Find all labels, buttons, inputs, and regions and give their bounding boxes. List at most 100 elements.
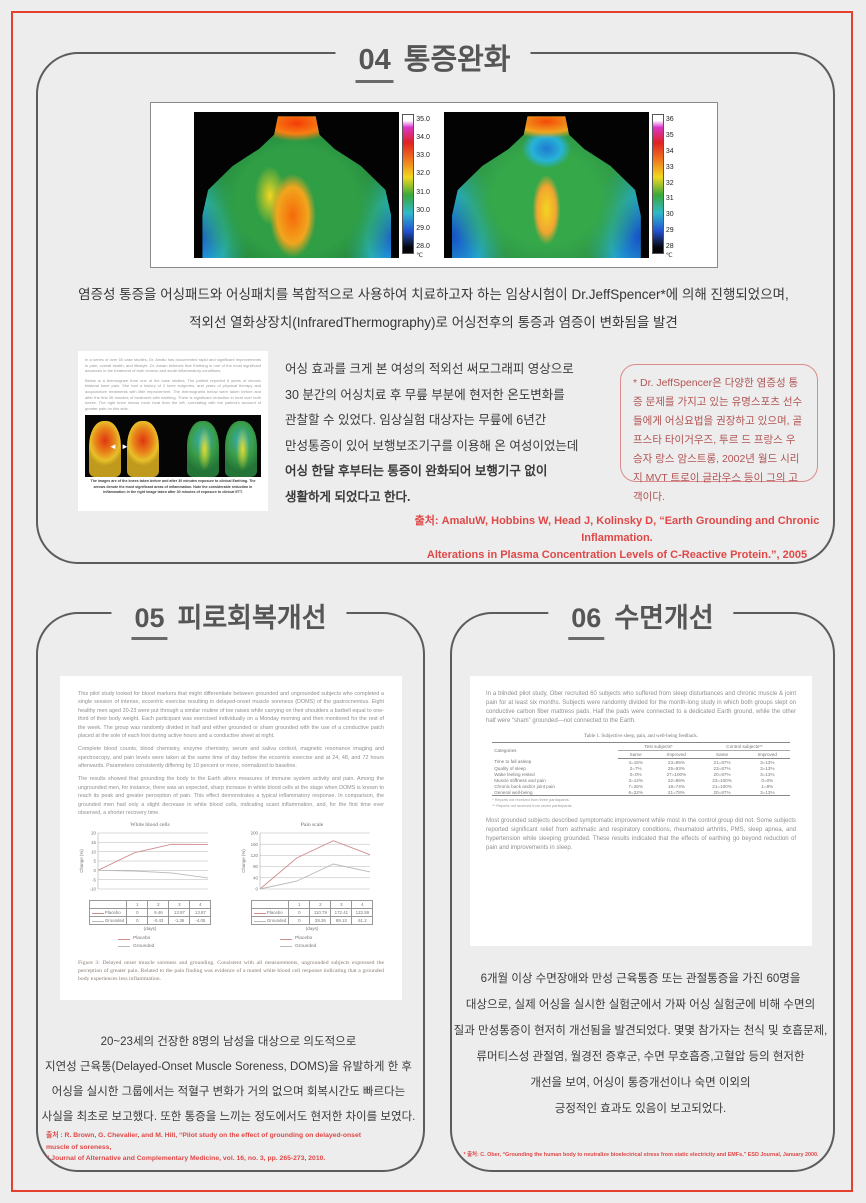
scale-tick-label: 30.0 bbox=[416, 206, 430, 214]
knee-before-right bbox=[127, 421, 159, 478]
section-fatigue-label: 피로회복개선 bbox=[177, 603, 327, 633]
svg-text:-10: -10 bbox=[90, 887, 97, 892]
summary-line: 개선을 보여, 어싱이 통증개선이나 숙면 이외의 bbox=[530, 1077, 751, 1089]
scale-unit-label: ℃ bbox=[665, 253, 673, 259]
svg-text:20: 20 bbox=[91, 831, 96, 836]
svg-text:Change (%): Change (%) bbox=[79, 849, 84, 873]
scale-tick-label: 35 bbox=[665, 131, 674, 139]
svg-text:200: 200 bbox=[251, 831, 259, 836]
fatigue-source-citation: 출처 : R. Brown, G. Chevalier, and M. Hill… bbox=[46, 1130, 386, 1165]
arrow-right-icon: ► bbox=[121, 442, 129, 452]
scale-tick-label: 35.0 bbox=[416, 116, 430, 123]
summary-line: 사실을 최초로 보고했다. 또한 통증을 느끼는 정도에서도 현저한 차이를 보… bbox=[41, 1111, 416, 1123]
pain-intro-paragraph: 염증성 통증을 어싱패드와 어싱패치를 복합적으로 사용하여 치료하고자 하는 … bbox=[36, 281, 831, 337]
citation-line: 출처 : R. Brown, G. Chevalier, and M. Hill… bbox=[46, 1132, 361, 1151]
section-pain-label: 통증완화 bbox=[403, 44, 511, 76]
doctor-note-box: * Dr. JeffSpencer은 다양한 염증성 통증 문제를 가지고 있는… bbox=[620, 364, 818, 503]
summary-line: 류머티스성 관절염, 월경전 증후군, 수면 무호흡증,고혈압 등의 현저한 bbox=[476, 1051, 805, 1063]
scale-tick-label: 31 bbox=[665, 195, 674, 203]
svg-text:40: 40 bbox=[253, 876, 258, 881]
doms-figure-caption: Figure 3: Delayed onset muscle soreness … bbox=[78, 959, 384, 983]
svg-text:0: 0 bbox=[256, 887, 259, 892]
sleep-feedback-table: Categories Test subjects* Control subjects… bbox=[486, 742, 796, 796]
doms-paper-paragraph: The results showed that grounding the bo… bbox=[78, 776, 384, 816]
doms-paper-text: This pilot study looked for blood marker… bbox=[78, 690, 384, 817]
summary-line: 질과 만성통증이 현저히 개선됨을 발견되었다. 몇몇 참가자는 천식 및 호흡… bbox=[453, 1025, 828, 1037]
sleep-paper-paragraph-top: In a blinded pilot study, Ober recruited… bbox=[486, 691, 796, 724]
thermography-figure: 35.0 34.0 33.0 32.0 31.0 30.0 29.0 28.0 ℃ 36 35 3… bbox=[150, 102, 718, 268]
scale-unit-label: ℃ bbox=[416, 253, 424, 259]
sleep-table-footnotes: * Reports not received from three partic… bbox=[492, 798, 790, 809]
case-text-line-bold: 생활하게 되었다고 한다. bbox=[285, 489, 411, 504]
scale-tick-label: 32 bbox=[665, 179, 674, 187]
thermal-scale-labels: 36 35 34 33 32 31 30 29 28 bbox=[666, 116, 674, 250]
intro-line: 염증성 통증을 어싱패드와 어싱패치를 복합적으로 사용하여 치료하고자 하는 … bbox=[78, 287, 789, 302]
case-text-line: 관찰할 수 있었다. 임상실험 대상자는 무릎에 6년간 bbox=[285, 413, 547, 427]
scale-tick-label: 36 bbox=[665, 116, 674, 123]
doms-paper-image: This pilot study looked for blood marker… bbox=[60, 676, 402, 1000]
case-doc-paragraphs: In a series of over 50 case studies, Dr.… bbox=[85, 357, 261, 411]
case-study-document: In a series of over 50 case studies, Dr.… bbox=[78, 351, 268, 511]
thermal-body-after bbox=[452, 116, 641, 258]
table-footnote: * Reports not received from three partic… bbox=[492, 798, 570, 802]
section-sleep-title: 06 수면개선 bbox=[548, 596, 734, 640]
section-sleep-label: 수면개선 bbox=[614, 603, 714, 633]
sleep-table-title: Table 1. Subjective sleep, pain, and wel… bbox=[584, 734, 698, 739]
citation-line: Alterations in Plasma Concentration Leve… bbox=[426, 549, 808, 561]
thermal-scale-labels: 35.0 34.0 33.0 32.0 31.0 30.0 29.0 28.0 bbox=[416, 116, 430, 250]
knee-after-left bbox=[187, 421, 219, 478]
scale-tick-label: 29 bbox=[665, 227, 674, 235]
summary-line: 20~23세의 건장한 8명의 남성을 대상으로 의도적으로 bbox=[100, 1036, 357, 1048]
scale-tick-label: 29.0 bbox=[416, 224, 430, 232]
sleep-paper-image: In a blinded pilot study, Ober recruited… bbox=[470, 676, 812, 946]
case-text-line: 만성통증이 있어 보행보조기구를 이용해 온 여성이었는데 bbox=[285, 438, 579, 453]
scale-tick-label: 31.0 bbox=[416, 188, 430, 196]
summary-line: 대상으로, 실제 어싱을 실시한 실험군에서 가짜 어싱 실험군에 비해 수면의 bbox=[465, 999, 816, 1011]
table-footnote: ** Reports not received from seven parti… bbox=[492, 803, 573, 808]
scale-tick-label: 34 bbox=[665, 147, 674, 155]
doms-paper-paragraph: This pilot study looked for blood marker… bbox=[78, 691, 384, 739]
svg-text:0: 0 bbox=[94, 868, 97, 873]
knee-before-left bbox=[89, 421, 121, 478]
citation-line: 출처: AmaluW, Hobbins W, Head J, Kolinsky … bbox=[414, 515, 820, 544]
intro-line: 적외선 열화상장치(InfraredThermography)로 어싱전후의 통… bbox=[189, 315, 678, 330]
summary-line: 지연성 근육통(Delayed-Onset Muscle Soreness, D… bbox=[45, 1061, 412, 1073]
section-sleep-number: 06 bbox=[568, 603, 605, 640]
section-pain-number: 04 bbox=[355, 44, 394, 83]
case-text-line: 30 분간의 어싱치료 후 무릎 부분에 현저한 온도변화를 bbox=[285, 387, 565, 402]
case-doc-caption: The images are of the knees taken before… bbox=[90, 479, 256, 494]
thermogram-before-group: 35.0 34.0 33.0 32.0 31.0 30.0 29.0 28.0 ℃ bbox=[194, 112, 430, 259]
svg-text:5: 5 bbox=[94, 859, 97, 864]
thermogram-after-group: 36 35 34 33 32 31 30 29 28 ℃ bbox=[443, 112, 674, 259]
thermal-scale-bar bbox=[402, 114, 415, 254]
svg-text:120: 120 bbox=[251, 853, 259, 858]
summary-line: 어싱을 실시한 그룹에서는 적혈구 변화가 거의 없으며 회복시간도 빠르다는 bbox=[51, 1086, 406, 1098]
scale-tick-label: 30 bbox=[665, 211, 674, 219]
thermogram-after-image bbox=[443, 112, 649, 258]
section-fatigue-number: 05 bbox=[131, 603, 168, 640]
pain-scale-chart: Pain scale 200 160 120 80 40 0 Change (%) 1 2 3 4 P… bbox=[240, 822, 384, 950]
case-text-line-bold: 어싱 한달 후부터는 통증이 완화되어 보행기구 없이 bbox=[285, 464, 548, 478]
summary-line: 긍정적인 효과도 있음이 보고되었다. bbox=[554, 1103, 727, 1115]
doms-paper-paragraph: Complete blood counts, blood chemistry, … bbox=[78, 746, 384, 769]
svg-text:Change (%): Change (%) bbox=[241, 849, 246, 873]
sleep-source-citation: * 출처: C. Ober, “Grounding the human body… bbox=[463, 1152, 819, 1158]
scale-tick-label: 28.0 bbox=[416, 242, 430, 250]
pain-source-citation: 출처: AmaluW, Hobbins W, Head J, Kolinsky … bbox=[400, 513, 834, 564]
thermal-scale-bar bbox=[651, 114, 664, 254]
svg-text:-5: -5 bbox=[92, 878, 96, 883]
white-blood-cells-chart: White blood cells 20 15 10 5 0 -5 -10 Change (%)… bbox=[78, 822, 222, 950]
arrow-left-icon: ◄ bbox=[109, 442, 117, 452]
summary-line: 6개월 이상 수면장애와 만성 근육통증 또는 관절통증을 가진 60명을 bbox=[480, 973, 801, 985]
section-fatigue-title: 05 피로회복개선 bbox=[111, 596, 347, 640]
case-text-line: 어싱 효과를 크게 본 여성의 적외선 써모그래피 영상으로 bbox=[285, 362, 574, 376]
scale-tick-label: 34.0 bbox=[416, 134, 430, 142]
knee-thermogram-strip: ◄ ► bbox=[85, 415, 261, 478]
scale-tick-label: 33 bbox=[665, 163, 674, 171]
svg-text:160: 160 bbox=[251, 842, 259, 847]
case-doc-paragraph: In a series of over 50 case studies, Dr.… bbox=[85, 357, 261, 374]
svg-text:10: 10 bbox=[91, 850, 96, 855]
